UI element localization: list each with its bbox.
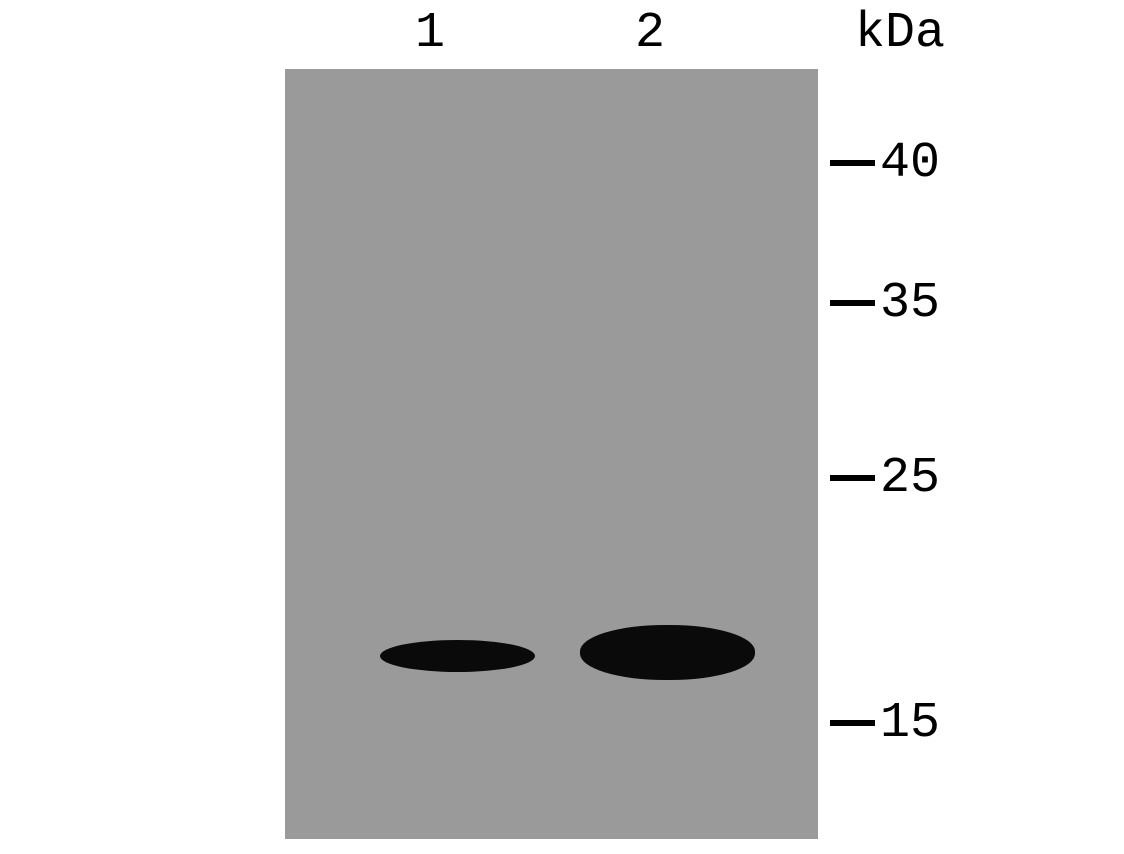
lane-label-2: 2 [635, 5, 665, 62]
lane-label-1: 1 [415, 5, 445, 62]
marker-tick-40 [830, 160, 875, 166]
marker-label-25: 25 [880, 450, 940, 507]
band-lane-2 [580, 625, 755, 680]
marker-label-40: 40 [880, 135, 940, 192]
band-lane-1 [380, 640, 535, 672]
marker-tick-15 [830, 720, 875, 726]
marker-tick-25 [830, 475, 875, 481]
marker-label-35: 35 [880, 275, 940, 332]
unit-label-kda: kDa [855, 5, 945, 62]
marker-tick-35 [830, 300, 875, 306]
marker-label-15: 15 [880, 695, 940, 752]
blot-membrane [285, 69, 818, 839]
